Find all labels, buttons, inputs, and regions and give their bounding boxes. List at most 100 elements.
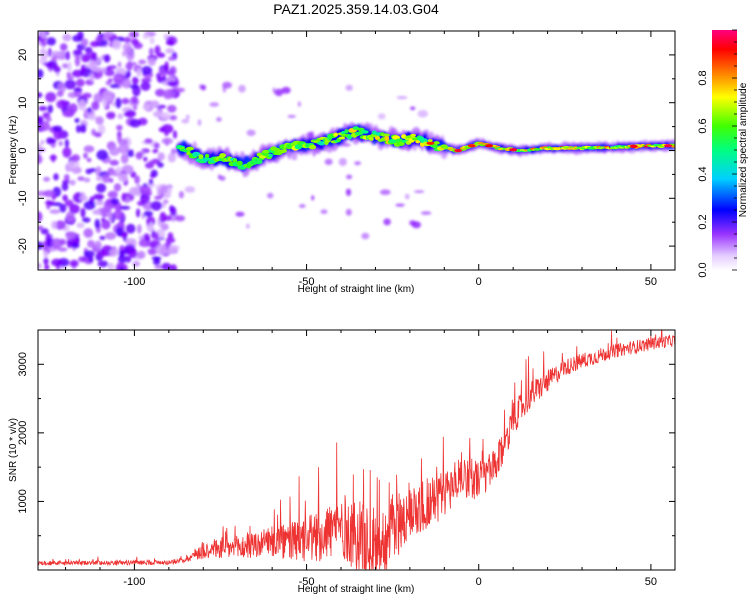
spectrogram-noise-cell: [128, 31, 139, 38]
spectrogram-ridge-cell: [236, 160, 243, 166]
snr-x-tick-label: 50: [645, 576, 657, 588]
spectrogram-scatter-cell: [311, 195, 315, 201]
spectrogram-noise-cell: [138, 235, 145, 240]
spectrogram-noise-cell: [146, 182, 156, 188]
spectrogram-noise-cell: [64, 79, 76, 90]
spectrogram-noise-cell: [108, 78, 113, 83]
spectrogram-noise-cell: [115, 226, 124, 237]
spectrogram-noise-cell: [165, 48, 175, 54]
spectrogram-noise-cell: [69, 103, 78, 114]
spectrogram-noise-cell: [71, 166, 82, 174]
spectrogram-noise-cell: [109, 248, 119, 257]
spectrogram-noise-cell: [152, 148, 159, 154]
spectrogram-noise-cell: [133, 105, 138, 111]
spectrogram-noise-cell: [148, 160, 155, 167]
spectrogram-noise-cell: [47, 48, 52, 57]
spectrogram-noise-cell: [160, 112, 171, 120]
spectrogram-noise-cell: [103, 54, 111, 63]
spectrogram-noise-cell: [94, 240, 102, 251]
spectrogram-noise-cell: [142, 104, 151, 110]
spectrogram-noise-cell: [65, 231, 77, 241]
spectrogram-noise-cell: [80, 64, 86, 74]
spectrogram-ridge-cell: [308, 144, 317, 150]
snr-ticks: -100 -50 0 50 1000 2000 3000: [17, 329, 675, 588]
spectrogram-noise-cell: [104, 69, 115, 77]
spectrogram-noise-cell: [107, 190, 119, 199]
spectrogram-scatter-cell: [383, 218, 391, 226]
spectrogram-noise-cell: [80, 191, 86, 201]
spectrogram-noise-cell: [38, 262, 42, 269]
spectrogram-ridge-cell: [259, 155, 267, 159]
spectrogram-ridge-cell: [185, 146, 195, 151]
spectrogram-noise-cell: [71, 154, 80, 162]
spectrogram-scatter-cell: [354, 161, 361, 166]
spectrogram-noise-cell: [159, 185, 168, 194]
spectrogram-noise-cell: [164, 127, 169, 137]
spectrogram-noise-cell: [59, 203, 67, 213]
spectrogram-noise-cell: [108, 178, 114, 183]
spectrogram-ridge-cell: [427, 139, 433, 143]
spectrogram-noise-cell: [157, 152, 165, 161]
spectrogram-noise-cell: [83, 145, 95, 153]
spectrogram-scatter-cell: [411, 221, 421, 229]
spectrogram-scatter-cell: [178, 191, 184, 199]
spectrogram-peak-cell: [467, 144, 476, 148]
spectrogram-noise-cell: [90, 51, 96, 62]
spectrogram-noise-cell: [170, 264, 177, 270]
spectrogram-noise-cell: [59, 43, 68, 51]
spectrogram-ridge-cell: [344, 129, 349, 134]
spectrogram-noise-cell: [88, 255, 94, 263]
spectrogram-peak-cell: [629, 144, 638, 148]
spectrogram-scatter-cell: [246, 129, 256, 136]
spectrogram-noise-cell: [117, 138, 129, 146]
spectrogram-peak-cell: [454, 148, 463, 153]
spectrogram-noise-cell: [136, 68, 142, 78]
spectrogram-scatter-cell: [338, 158, 347, 166]
spectrogram-noise-cell: [167, 104, 177, 113]
spectrogram-noise-cell: [38, 143, 42, 148]
spectrogram-noise-cell: [167, 232, 174, 241]
snr-y-label: SNR (10 * v/v): [8, 418, 19, 482]
spectrogram-noise-cell: [83, 250, 95, 258]
spectrogram-y-tick-label: 10: [17, 97, 29, 109]
spectrogram-noise-cell: [124, 244, 136, 253]
spectrogram-scatter-cell: [174, 87, 185, 93]
spectrogram-scatter-cell: [346, 174, 353, 180]
spectrogram-noise-cell: [116, 124, 123, 131]
spectrogram-noise-cell: [132, 260, 141, 267]
spectrogram-scatter-cell: [345, 208, 352, 216]
spectrogram-peak-cell: [664, 144, 673, 148]
spectrogram-ridge-cell: [361, 130, 369, 134]
spectrogram-noise-cell: [52, 125, 63, 132]
spectrogram-noise-cell: [126, 49, 135, 61]
spectrogram-noise-cell: [142, 33, 149, 40]
colorbar-tick-label: 0.8: [697, 70, 709, 85]
spectrogram-noise-cell: [154, 45, 161, 56]
spectrogram-noise-cell: [149, 37, 155, 45]
spectrogram-noise-cell: [101, 219, 111, 230]
spectrogram-scatter-cell: [299, 204, 306, 208]
spectrogram-noise-cell: [166, 185, 172, 195]
spectrogram-ridge-cell: [204, 153, 210, 158]
spectrogram-noise-cell: [40, 31, 46, 39]
spectrogram-noise-cell: [167, 152, 176, 163]
spectrogram-noise-cell: [65, 50, 70, 61]
spectrogram-noise-cell: [113, 73, 125, 84]
spectrogram-ridge-cell: [318, 141, 325, 146]
spectrogram-noise-cell: [83, 152, 88, 159]
spectrogram-noise-cell: [64, 138, 70, 148]
spectrogram-noise-cell: [123, 111, 133, 117]
spectrogram-noise-cell: [109, 159, 120, 166]
spectrogram-noise-cell: [80, 123, 87, 133]
spectrogram-noise-cell: [101, 217, 106, 222]
spectrogram-scatter-cell: [410, 106, 416, 111]
spectrogram-scatter-cell: [404, 193, 410, 200]
spectrogram-noise-cell: [140, 193, 150, 204]
spectrogram-noise-cell: [56, 99, 68, 110]
spectrogram-noise-cell: [43, 190, 56, 198]
spectrogram-scatter-cell: [184, 186, 196, 193]
spectrogram-noise-cell: [150, 173, 156, 178]
spectrogram-noise-cell: [43, 176, 51, 182]
spectrogram-noise-cell: [74, 118, 80, 123]
spectrogram-x-tick-label: 50: [645, 276, 657, 288]
